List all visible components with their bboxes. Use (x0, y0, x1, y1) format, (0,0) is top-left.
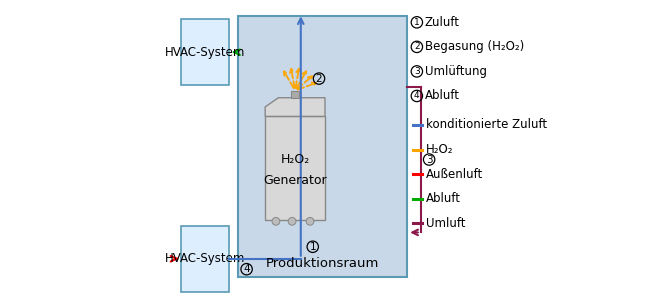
Text: 4: 4 (243, 264, 250, 274)
Text: 4: 4 (414, 92, 420, 101)
Text: Umluft: Umluft (426, 217, 465, 230)
Text: 1: 1 (414, 18, 420, 27)
Text: 2: 2 (414, 42, 420, 51)
Text: Abluft: Abluft (424, 89, 460, 102)
Text: Abluft: Abluft (426, 192, 461, 205)
Text: HVAC-System: HVAC-System (165, 252, 246, 265)
Text: H₂O₂: H₂O₂ (280, 153, 309, 166)
FancyBboxPatch shape (265, 116, 325, 220)
Text: 2: 2 (316, 74, 322, 84)
Text: Produktionsraum: Produktionsraum (266, 257, 380, 270)
Circle shape (272, 217, 280, 225)
Circle shape (288, 217, 296, 225)
Text: HVAC-System: HVAC-System (165, 46, 246, 59)
Text: Außenluft: Außenluft (426, 168, 483, 181)
Text: Generator: Generator (263, 174, 327, 187)
Text: Zuluft: Zuluft (424, 16, 460, 29)
Text: konditionierte Zuluft: konditionierte Zuluft (426, 118, 547, 131)
Circle shape (306, 217, 314, 225)
Text: Begasung (H₂O₂): Begasung (H₂O₂) (424, 40, 524, 53)
Polygon shape (265, 98, 325, 116)
FancyBboxPatch shape (181, 19, 229, 85)
Text: H₂O₂: H₂O₂ (426, 143, 453, 156)
Text: 1: 1 (309, 242, 316, 252)
Text: 3: 3 (426, 155, 432, 165)
Text: 3: 3 (414, 67, 420, 76)
FancyBboxPatch shape (239, 16, 408, 277)
Text: Umlüftung: Umlüftung (424, 65, 487, 78)
FancyBboxPatch shape (291, 91, 299, 98)
FancyBboxPatch shape (181, 226, 229, 292)
